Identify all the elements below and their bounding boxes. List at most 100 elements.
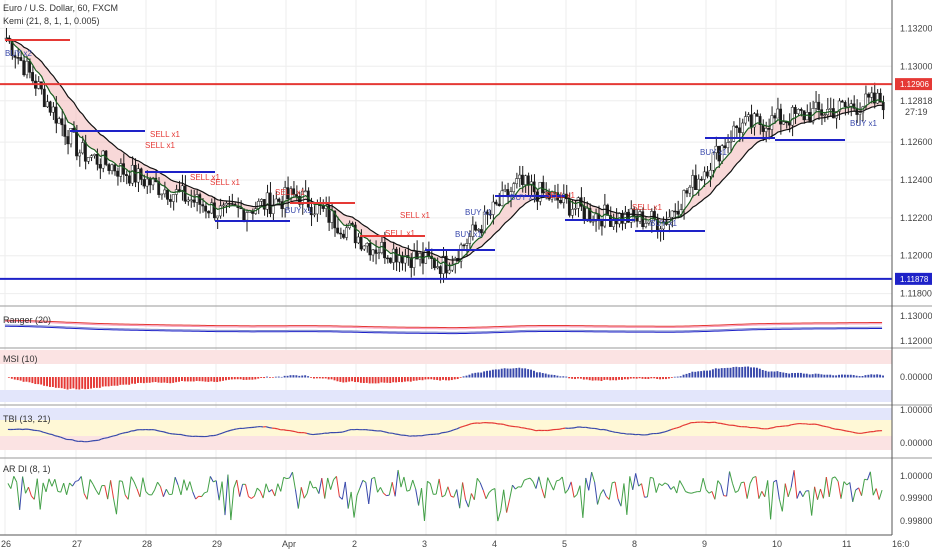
tbi-line <box>292 430 296 433</box>
msi-bar <box>60 377 63 389</box>
msi-bar <box>714 368 717 378</box>
tbi-panel[interactable]: 1.00000 0.00000 <box>0 405 932 450</box>
ardi-line <box>394 469 399 497</box>
msi-bar <box>471 373 474 378</box>
tbi-line <box>60 436 64 439</box>
msi-bar <box>301 375 304 378</box>
tbi-line <box>612 430 616 433</box>
tbi-line <box>48 433 53 436</box>
tbi-line <box>157 430 161 432</box>
candle-body <box>259 199 263 202</box>
ardi-line <box>564 489 569 494</box>
ardi-line <box>561 476 566 494</box>
resistance-price-badge <box>895 78 932 91</box>
msi-bar <box>582 377 585 380</box>
tbi-line <box>392 432 396 435</box>
price-axis[interactable]: 1.13200 1.13000 1.12818 1.12600 1.12400 1.122… <box>891 0 932 535</box>
buy-signal-label: BUY x1 <box>465 208 493 217</box>
ardi-line <box>694 491 698 493</box>
ardi-line <box>450 495 454 498</box>
msi-bar <box>474 372 477 378</box>
msi-bar <box>764 370 767 378</box>
msi-bar <box>797 372 799 378</box>
msi-bar <box>166 377 169 383</box>
time-axis[interactable]: 26 27 28 29 Apr 2 3 4 5 8 9 10 11 16:0 <box>0 534 910 549</box>
ardi-line <box>729 471 733 484</box>
ardi-line <box>849 482 854 502</box>
msi-bar <box>717 368 720 378</box>
ardi-line <box>294 489 299 509</box>
candle-body <box>773 115 777 119</box>
ranger-panel[interactable]: 1.13000 1.12000 <box>4 311 932 346</box>
ardi-line <box>655 483 660 493</box>
msi-bar <box>673 376 676 378</box>
candle-body <box>776 108 780 119</box>
candle-body <box>790 107 794 126</box>
candle-body <box>342 233 345 238</box>
tbi-line <box>221 431 226 434</box>
msi-bar <box>679 376 682 378</box>
candle-body <box>691 175 694 188</box>
msi-bar <box>785 372 788 378</box>
time-tick-label: 4 <box>492 539 497 549</box>
msi-bar <box>550 374 553 378</box>
tbi-line <box>127 430 132 433</box>
msi-bar <box>518 367 521 378</box>
msi-bar <box>849 374 852 378</box>
candle-body <box>391 248 395 263</box>
tbi-line <box>788 424 792 427</box>
tbi-line <box>664 430 669 433</box>
msi-bar <box>342 377 345 383</box>
msi-bar <box>57 377 60 388</box>
candle-body <box>286 187 290 200</box>
ardi-line <box>509 485 513 500</box>
tbi-line <box>805 423 809 425</box>
tbi-line <box>823 425 827 428</box>
ardi-line <box>192 491 197 500</box>
tbi-line <box>447 430 452 433</box>
ardi-line <box>36 478 41 510</box>
tbi-line <box>673 427 677 430</box>
msi-bar <box>195 377 198 381</box>
msi-bar <box>632 377 635 379</box>
ardi-line <box>115 480 120 515</box>
sell-signal-label: SELL x1 <box>150 130 180 139</box>
msi-bar <box>650 377 653 379</box>
tbi-line <box>746 426 751 429</box>
ardi-line <box>45 478 50 493</box>
msi-bar <box>145 377 148 383</box>
ardi-line <box>758 491 763 499</box>
candle-body <box>101 150 105 169</box>
candle-body <box>207 210 210 214</box>
tbi-line <box>670 428 674 431</box>
ardi-line <box>48 478 53 487</box>
msi-bar <box>204 377 207 382</box>
msi-bar <box>706 370 708 378</box>
msi-bar <box>377 377 380 384</box>
ardi-line <box>688 492 692 494</box>
ardi-line <box>711 491 716 500</box>
candle-body <box>218 205 222 217</box>
ardi-line <box>136 488 141 498</box>
tbi-line <box>873 430 877 433</box>
msi-bar <box>175 377 178 383</box>
candle-body <box>242 208 246 221</box>
tbi-line <box>609 430 613 433</box>
msi-bar <box>163 377 166 383</box>
msi-panel[interactable]: 0.00000 <box>0 350 932 402</box>
candle-body <box>371 249 375 256</box>
candle-body <box>166 189 169 200</box>
msi-bar <box>201 377 204 382</box>
ardi-line <box>121 481 126 496</box>
candle-body <box>189 199 193 202</box>
candle-body <box>808 112 812 123</box>
ardi-line <box>770 482 775 520</box>
msi-bar <box>125 377 128 385</box>
ardi-panel[interactable]: 1.00000 0.99900 0.99800 <box>7 469 932 526</box>
candle-body <box>180 185 184 192</box>
sell-signal-label: SELL x1 <box>145 141 175 150</box>
candle-body <box>75 131 78 157</box>
candle-body <box>198 194 202 205</box>
